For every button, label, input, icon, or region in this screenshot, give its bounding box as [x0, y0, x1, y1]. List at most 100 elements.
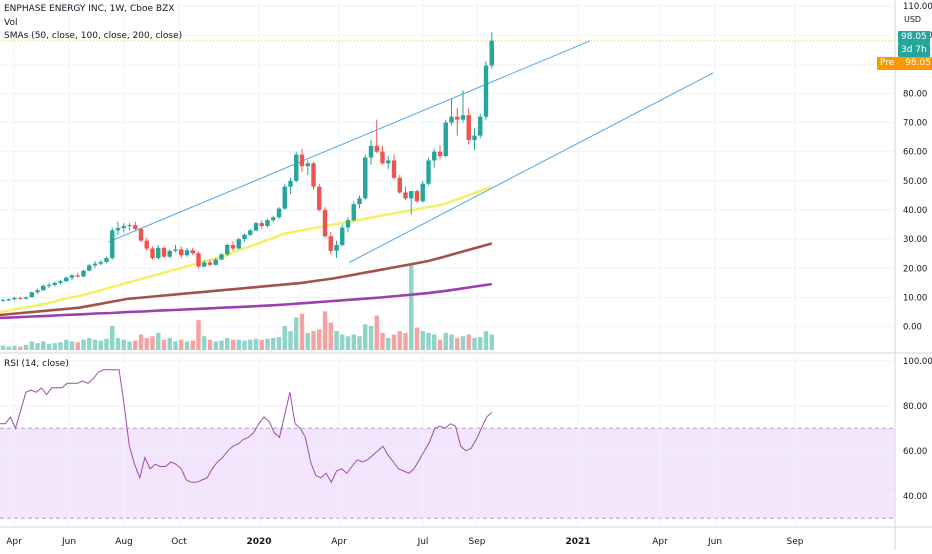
candle[interactable]: [380, 145, 385, 165]
candle[interactable]: [368, 140, 374, 165]
candle[interactable]: [18, 296, 23, 300]
candle[interactable]: [213, 258, 218, 266]
candle[interactable]: [340, 224, 345, 247]
candle[interactable]: [242, 233, 247, 242]
candle[interactable]: [150, 246, 155, 260]
candle[interactable]: [357, 195, 362, 209]
candle[interactable]: [110, 227, 115, 260]
candle[interactable]: [363, 154, 368, 200]
candle[interactable]: [449, 99, 454, 126]
candle[interactable]: [190, 247, 195, 256]
candle[interactable]: [391, 154, 397, 180]
candle[interactable]: [282, 183, 287, 210]
candle[interactable]: [437, 145, 443, 159]
candle[interactable]: [225, 243, 230, 257]
volume-bar: [41, 341, 46, 350]
candle[interactable]: [184, 247, 190, 257]
candle[interactable]: [426, 157, 431, 186]
candle[interactable]: [334, 240, 339, 259]
candle[interactable]: [121, 223, 126, 233]
candle[interactable]: [489, 32, 494, 69]
candle[interactable]: [259, 220, 264, 229]
candle[interactable]: [115, 221, 121, 235]
candle[interactable]: [351, 201, 356, 222]
candle[interactable]: [41, 284, 46, 292]
candle[interactable]: [236, 237, 241, 250]
candle[interactable]: [92, 261, 98, 268]
candle[interactable]: [133, 221, 138, 231]
candle[interactable]: [23, 296, 29, 300]
candle[interactable]: [403, 186, 408, 200]
candle[interactable]: [230, 241, 236, 251]
candle[interactable]: [248, 228, 253, 237]
candle[interactable]: [138, 227, 144, 243]
candle[interactable]: [317, 183, 322, 212]
candle[interactable]: [167, 249, 172, 259]
candle[interactable]: [271, 215, 276, 223]
candle[interactable]: [265, 218, 270, 228]
candle-body: [449, 116, 454, 123]
candle[interactable]: [87, 263, 92, 272]
candle[interactable]: [58, 280, 63, 285]
candle[interactable]: [328, 231, 333, 254]
candle[interactable]: [460, 90, 466, 123]
candle[interactable]: [75, 272, 80, 278]
volume-bar: [213, 341, 218, 350]
candle[interactable]: [478, 113, 483, 139]
candle[interactable]: [64, 276, 69, 283]
candle[interactable]: [35, 288, 40, 294]
candle[interactable]: [253, 221, 259, 231]
candle[interactable]: [156, 245, 161, 260]
candle[interactable]: [6, 298, 11, 301]
candle[interactable]: [207, 259, 213, 266]
candle-layer[interactable]: [0, 32, 494, 302]
candle[interactable]: [397, 175, 402, 194]
candle[interactable]: [409, 191, 414, 215]
candle[interactable]: [472, 128, 477, 151]
candle[interactable]: [12, 296, 17, 301]
candle[interactable]: [52, 281, 57, 287]
candle[interactable]: [311, 161, 316, 190]
time-tick-label: Aug: [115, 537, 133, 547]
candle[interactable]: [202, 260, 207, 268]
sma-legend[interactable]: SMAs (50, close, 100, close, 200, close): [4, 31, 183, 41]
candle[interactable]: [127, 223, 132, 231]
channel-lower-line[interactable]: [348, 72, 714, 263]
candle[interactable]: [196, 251, 201, 269]
candle[interactable]: [0, 298, 6, 302]
candle[interactable]: [455, 107, 460, 136]
candle[interactable]: [144, 237, 149, 251]
candle[interactable]: [414, 189, 420, 203]
candle[interactable]: [345, 217, 351, 232]
candle[interactable]: [276, 207, 282, 219]
candle[interactable]: [219, 253, 224, 261]
candle[interactable]: [69, 274, 75, 280]
channel-upper-line[interactable]: [107, 40, 591, 243]
candle[interactable]: [432, 148, 437, 168]
candle[interactable]: [98, 260, 103, 266]
candle[interactable]: [466, 107, 471, 145]
candle[interactable]: [29, 291, 34, 298]
candle[interactable]: [386, 156, 391, 170]
candle[interactable]: [322, 207, 328, 238]
candle[interactable]: [288, 177, 293, 194]
candle[interactable]: [179, 246, 184, 259]
candle[interactable]: [173, 245, 178, 253]
candle[interactable]: [443, 119, 448, 158]
candle[interactable]: [305, 160, 310, 175]
rsi-legend[interactable]: RSI (14, close): [4, 359, 69, 369]
volume-bar: [161, 339, 167, 350]
candle[interactable]: [374, 119, 379, 154]
candle[interactable]: [299, 148, 305, 173]
candle[interactable]: [161, 246, 167, 259]
candle[interactable]: [46, 282, 52, 289]
candle[interactable]: [483, 61, 489, 120]
candle[interactable]: [294, 151, 299, 183]
candle[interactable]: [81, 269, 86, 278]
symbol-title[interactable]: ENPHASE ENERGY INC, 1W, Cboe BZX: [4, 4, 175, 14]
candle[interactable]: [420, 180, 425, 203]
axis-layer: 0.00 10.00 20.00 30.00 40.00 50.00 60.00 70.00 8…: [6, 2, 932, 547]
volume-legend[interactable]: Vol: [4, 18, 18, 28]
candle[interactable]: [104, 256, 109, 264]
